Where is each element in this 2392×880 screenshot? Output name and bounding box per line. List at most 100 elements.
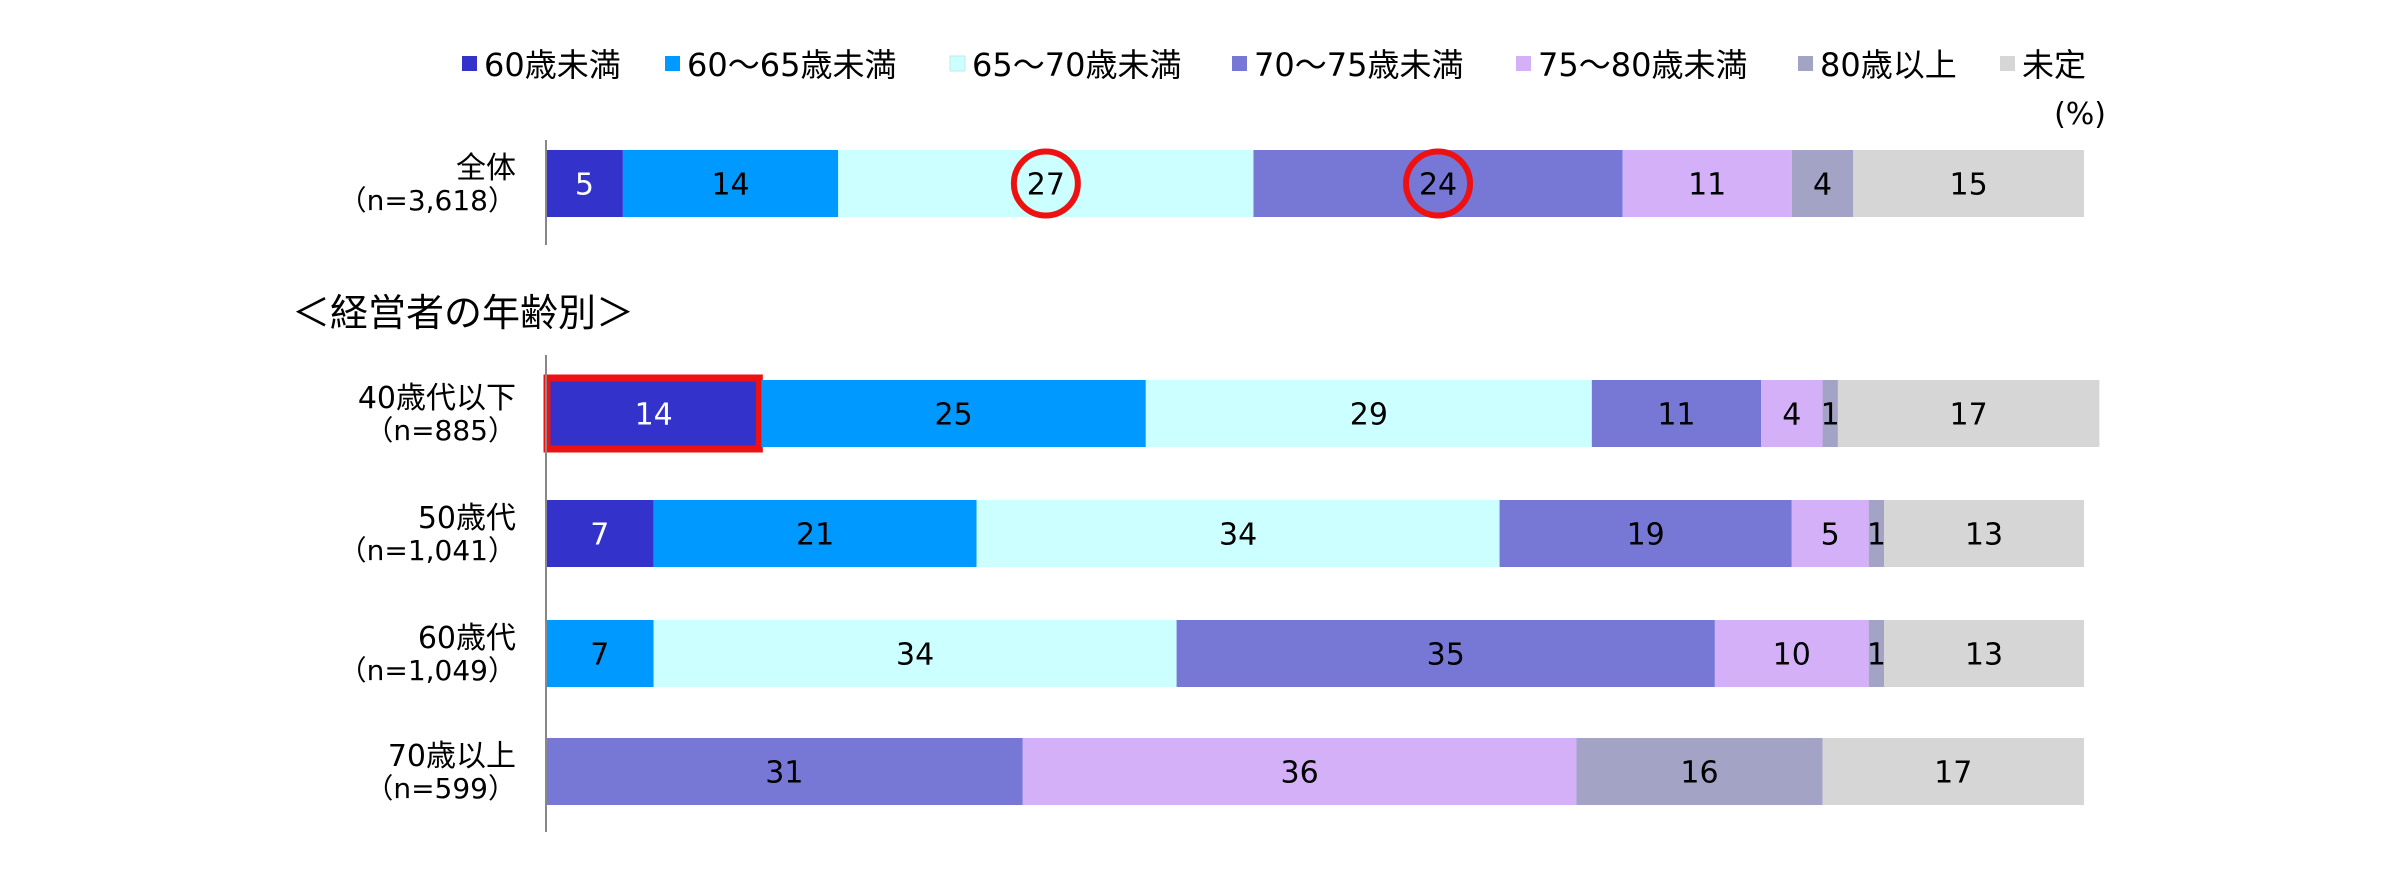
bar-segment	[653, 500, 977, 567]
bar-segment	[1499, 500, 1792, 567]
bar-segment	[653, 620, 1177, 687]
bar-segment	[622, 150, 839, 217]
data-label: 34	[1219, 518, 1257, 553]
legend-label: 60歳未満	[484, 46, 621, 84]
bar-segment	[1884, 500, 2084, 567]
data-label: 17	[1934, 756, 1972, 791]
data-label: 14	[711, 168, 749, 203]
data-label: 36	[1281, 756, 1319, 791]
legend-label: 65～70歳未満	[972, 46, 1181, 84]
bar-segment	[1253, 150, 1623, 217]
bar-segment	[1714, 620, 1869, 687]
data-label: 13	[1965, 638, 2003, 673]
bar-segment	[1868, 620, 1885, 687]
data-label: 35	[1427, 638, 1465, 673]
data-label: 19	[1627, 518, 1665, 553]
data-label: 1	[1821, 398, 1840, 433]
row-label: 60歳代	[418, 621, 516, 656]
bar-segment	[1791, 500, 1869, 567]
bar-segment	[1822, 380, 1838, 447]
legend-label: 未定	[2022, 46, 2086, 84]
data-label: 31	[765, 756, 803, 791]
data-label: 29	[1350, 398, 1388, 433]
bar-segment	[1837, 380, 2100, 447]
bar-segment	[1576, 738, 1823, 805]
bar-segment	[1622, 150, 1792, 217]
legend-item: 60歳未満	[462, 46, 621, 84]
data-label: 1	[1867, 518, 1886, 553]
bar-segment	[976, 500, 1500, 567]
row-label: 50歳代	[418, 501, 516, 536]
legend-label: 80歳以上	[1820, 46, 1957, 84]
data-label: 7	[590, 638, 609, 673]
bar-segment	[546, 150, 623, 217]
legend-label: 60～65歳未満	[687, 46, 896, 84]
data-label: 13	[1965, 518, 2003, 553]
legend-swatch	[462, 56, 477, 71]
bar-segment	[1884, 620, 2084, 687]
data-label: 25	[934, 398, 972, 433]
chart-legend: 60歳未満 60～65歳未満 65～70歳未満 70～75歳未満 75～80歳未満 80歳…	[462, 46, 2086, 84]
bar-segment	[1868, 500, 1885, 567]
bar-row: 70歳以上（n=599） 31 36 16 17	[365, 738, 2084, 805]
legend-swatch	[1232, 56, 1247, 71]
data-label: 24	[1419, 168, 1457, 203]
data-label: 11	[1657, 398, 1695, 433]
legend-label: 75～80歳未満	[1538, 46, 1747, 84]
legend-item: 80歳以上	[1798, 46, 1957, 84]
row-sample-size: （n=1,049）	[339, 654, 516, 687]
bar-segment	[1022, 738, 1577, 805]
bar-segment	[1853, 150, 2084, 217]
row-sample-size: （n=599）	[365, 772, 516, 805]
data-label: 15	[1950, 168, 1988, 203]
legend-swatch	[1798, 56, 1813, 71]
percent-unit-label: (%)	[2054, 97, 2106, 132]
row-sample-size: （n=1,041）	[339, 534, 516, 567]
bar-segment	[838, 150, 1254, 217]
data-label: 27	[1027, 168, 1065, 203]
legend-swatch	[665, 56, 680, 71]
bar-row: 50歳代（n=1,041） 7 21 34 19 5 1 13	[339, 500, 2084, 567]
bar-segment	[1591, 380, 1762, 447]
legend-item: 75～80歳未満	[1516, 46, 1747, 84]
legend-item: 未定	[2000, 46, 2086, 84]
data-label: 11	[1688, 168, 1726, 203]
bar-segment	[1761, 380, 1823, 447]
bar-segment	[1791, 150, 1854, 217]
data-label: 14	[635, 398, 673, 433]
data-label: 4	[1813, 168, 1832, 203]
highlight-circle	[1403, 148, 1474, 219]
legend-swatch	[2000, 56, 2015, 71]
legend-swatch	[1516, 56, 1531, 71]
bar-segment	[1822, 738, 2084, 805]
bar-segment	[546, 380, 762, 447]
bar-row: 60歳代（n=1,049） 7 34 35 10 1 13	[339, 620, 2084, 687]
data-label: 21	[796, 518, 834, 553]
legend-label: 70～75歳未満	[1254, 46, 1463, 84]
row-label: 40歳代以下	[358, 381, 516, 416]
bar-segment	[546, 500, 654, 567]
highlight-circle	[1010, 148, 1081, 219]
data-label: 5	[575, 168, 594, 203]
row-label: 70歳以上	[388, 739, 516, 774]
row-label: 全体	[456, 151, 516, 186]
data-label: 34	[896, 638, 934, 673]
bar-segment	[1176, 620, 1715, 687]
data-label: 4	[1782, 398, 1801, 433]
section-label: ＜経営者の年齢別＞	[292, 291, 634, 335]
bar-row: 40歳代以下（n=885） 14 25 29 11 4 1 17	[358, 374, 2100, 453]
bar-row: 全体（n=3,618） 5 14 27 24 11 4 15	[339, 148, 2084, 219]
data-label: 10	[1773, 638, 1811, 673]
data-label: 1	[1867, 638, 1886, 673]
row-sample-size: （n=3,618）	[339, 184, 516, 217]
bar-segment	[761, 380, 1146, 447]
legend-swatch	[949, 55, 966, 72]
legend-item: 70～75歳未満	[1232, 46, 1463, 84]
legend-item: 60～65歳未満	[665, 46, 896, 84]
data-label: 16	[1680, 756, 1718, 791]
data-label: 7	[590, 518, 609, 553]
legend-item: 65～70歳未満	[949, 46, 1181, 84]
data-label: 5	[1821, 518, 1840, 553]
